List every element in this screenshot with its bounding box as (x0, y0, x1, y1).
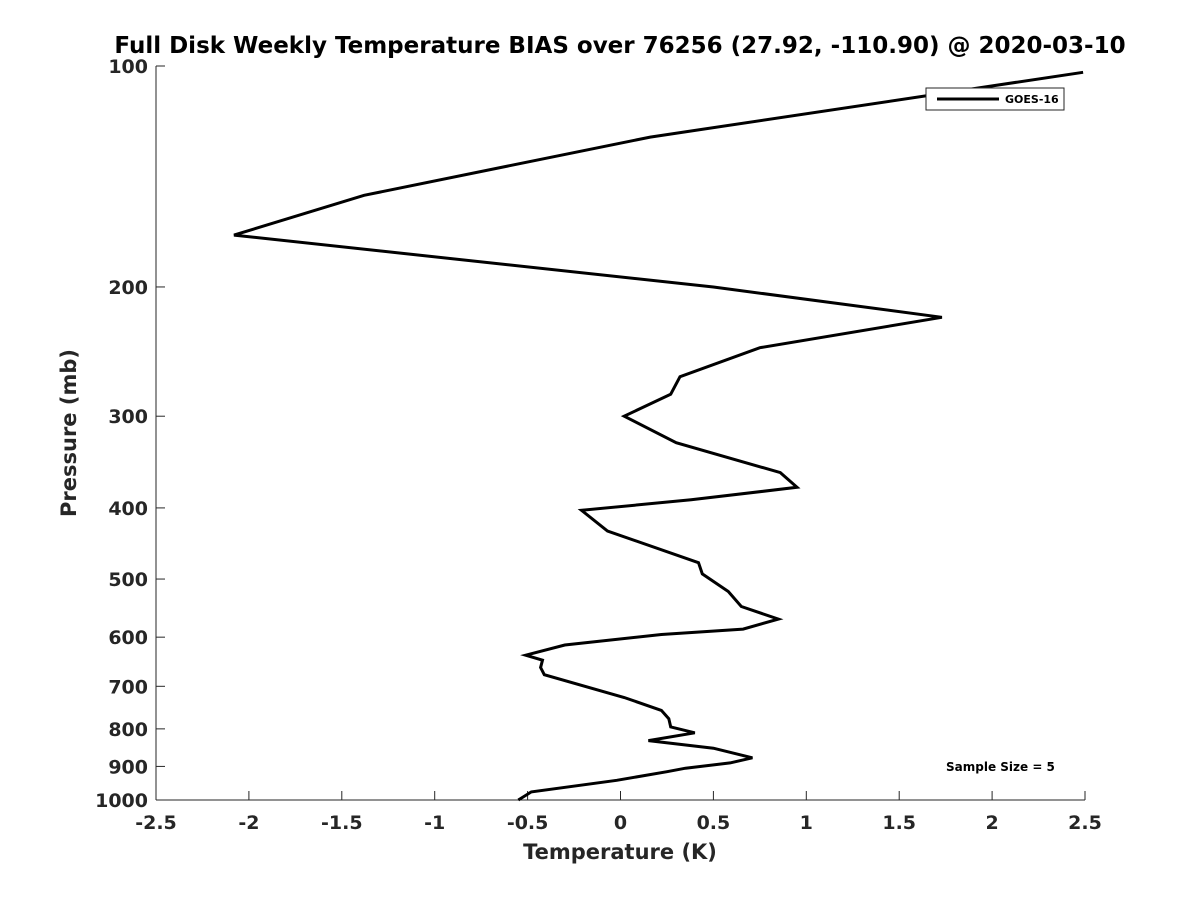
y-tick-label: 900 (108, 756, 148, 778)
legend: GOES-16 (925, 87, 1065, 111)
y-tick-label: 300 (108, 406, 148, 428)
legend-label-goes-16: GOES-16 (1005, 93, 1059, 106)
y-tick-label: 200 (108, 277, 148, 299)
x-axis-label: Temperature (K) (523, 840, 717, 864)
x-tick-label: 1 (800, 812, 813, 834)
y-tick-label: 1000 (95, 790, 148, 812)
y-tick-label: 800 (108, 719, 148, 741)
x-tick-label: 0 (614, 812, 627, 834)
y-axis-label: Pressure (mb) (57, 349, 81, 517)
x-tick-label: 2.5 (1068, 812, 1102, 834)
y-tick-label: 500 (108, 569, 148, 591)
x-tick-label: 1.5 (882, 812, 916, 834)
x-tick-label: -2 (238, 812, 259, 834)
x-tick-label: 0.5 (697, 812, 731, 834)
x-axis-ticks: -2.5 -2 -1.5 -1 -0.5 0 0.5 1 1.5 2 2.5 (135, 791, 1102, 834)
series-layer (233, 70, 1084, 802)
y-axis-ticks: 100 200 300 400 500 600 700 800 900 1000 (95, 56, 165, 812)
chart-title: Full Disk Weekly Temperature BIAS over 7… (114, 33, 1125, 59)
y-tick-label: 100 (108, 56, 148, 78)
sample-size-annotation: Sample Size = 5 (946, 760, 1055, 774)
plot-frame (156, 66, 1085, 800)
y-tick-label: 600 (108, 627, 148, 649)
x-tick-label: -0.5 (507, 812, 549, 834)
x-tick-label: -1 (424, 812, 445, 834)
x-tick-label: -1.5 (321, 812, 363, 834)
series-line-goes-16 (233, 70, 1084, 802)
y-tick-label: 700 (108, 676, 148, 698)
y-tick-label: 400 (108, 498, 148, 520)
x-tick-label: 2 (985, 812, 998, 834)
x-tick-label: -2.5 (135, 812, 177, 834)
